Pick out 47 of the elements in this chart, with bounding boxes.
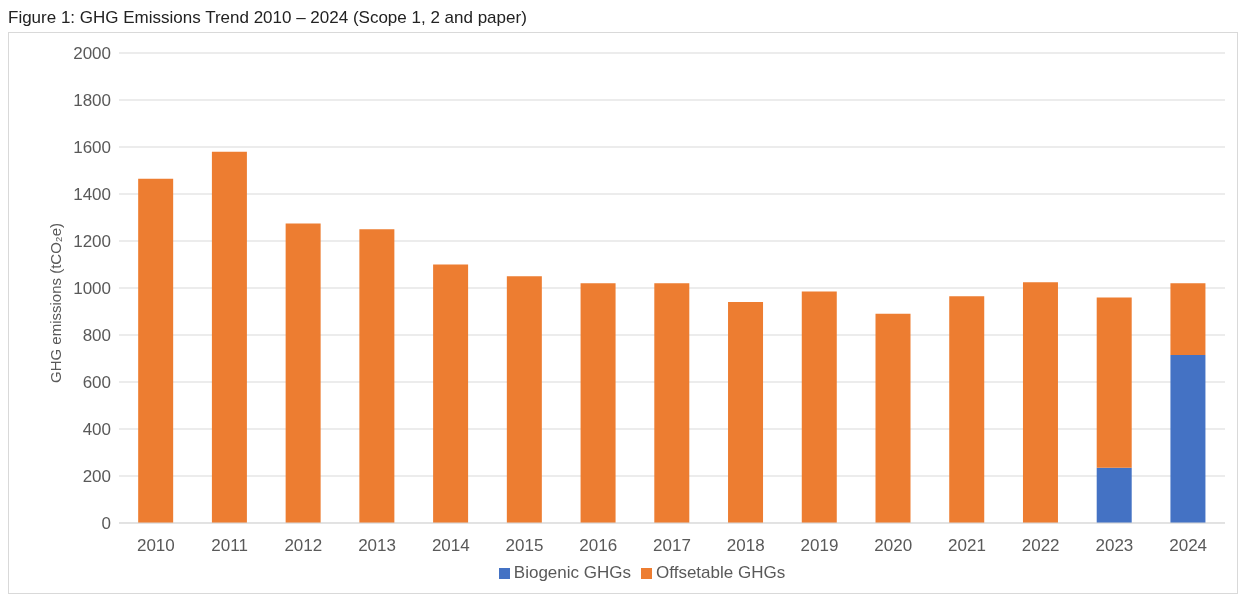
x-tick-label: 2024 [1169,536,1208,556]
y-tick-label: 0 [101,514,111,534]
x-tick-label: 2020 [874,536,913,556]
y-tick-label: 1400 [73,185,111,205]
bar [1170,354,1206,523]
y-tick-label: 400 [82,420,111,440]
x-tick-label: 2011 [211,536,248,556]
bar [728,302,764,523]
y-tick-label: 800 [82,326,111,346]
bar [801,291,837,523]
bar [949,296,985,523]
x-tick-label: 2010 [136,536,175,556]
bar [433,264,469,523]
y-tick-label: 2000 [73,44,111,64]
y-axis-title: GHG emissions (tCO₂e) [46,222,64,384]
y-tick-label: 1000 [73,279,111,299]
x-tick-label: 2017 [653,536,691,556]
bar [138,178,174,523]
bar [1096,297,1132,468]
bar [1096,467,1132,523]
y-tick-label: 200 [82,467,111,487]
bar [875,313,911,523]
bar [1022,282,1058,523]
x-tick-label: 2018 [726,536,765,556]
bar [506,276,542,523]
bar [285,223,321,523]
x-tick-label: 2019 [800,536,839,556]
x-tick-label: 2023 [1095,536,1134,556]
chart-title: Figure 1: GHG Emissions Trend 2010 – 2024 (Scope 1, 2 and paper) [8,8,528,28]
x-tick-label: 2016 [579,536,618,556]
bar [1170,283,1206,355]
x-tick-label: 2013 [358,536,396,556]
x-tick-label: 2014 [431,536,470,556]
y-tick-label: 1600 [73,138,111,158]
x-tick-label: 2015 [505,536,544,556]
bar [654,283,690,523]
y-tick-label: 600 [82,373,111,393]
legend-label: Offsetable GHGs [656,563,786,582]
x-tick-label: 2022 [1021,536,1060,556]
bar [580,283,616,523]
legend-label: Biogenic GHGs [513,563,632,582]
bar [359,229,395,523]
y-tick-label: 1200 [73,232,111,252]
x-tick-label: 2012 [284,536,323,556]
x-tick-label: 2021 [948,536,986,556]
y-tick-label: 1800 [73,91,111,111]
bar [211,151,247,523]
